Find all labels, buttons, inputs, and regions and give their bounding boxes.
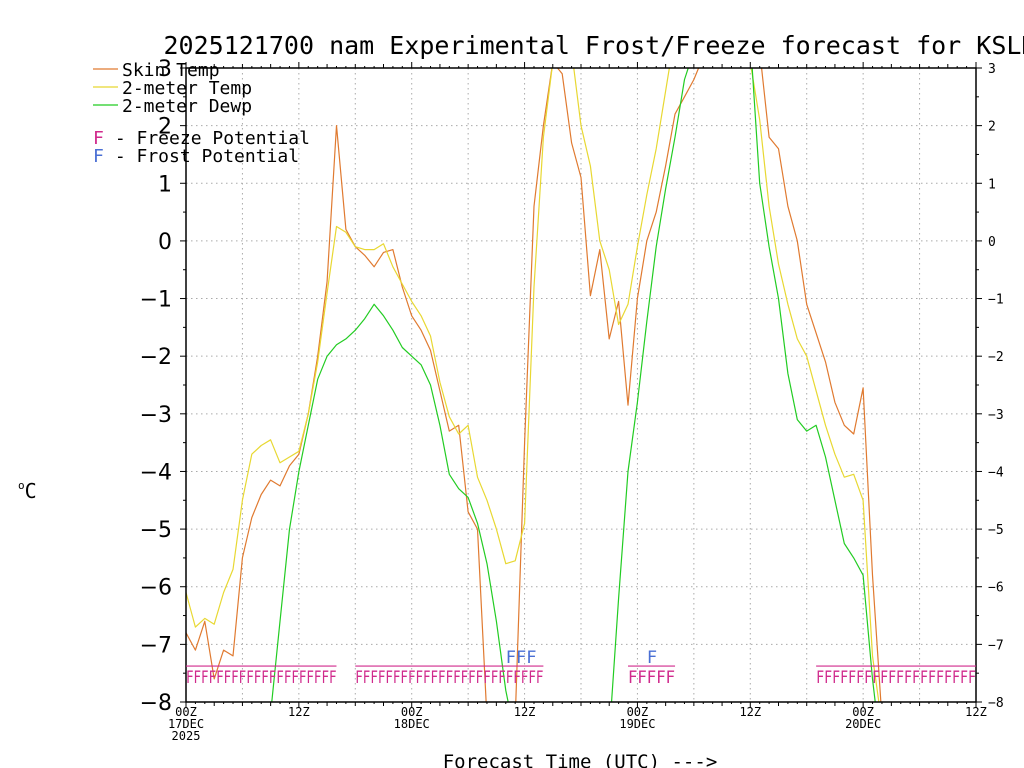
x-tick-label: 12Z [965, 705, 987, 719]
y-tick-label-right: 3 [988, 62, 996, 77]
x-tick-label: 00Z [852, 705, 874, 719]
y-tick-label-left: −8 [140, 691, 172, 716]
y-tick-label-right: −5 [988, 523, 1004, 538]
legend-frost-letter: F [93, 146, 104, 167]
y-tick-label-left: −1 [140, 288, 172, 313]
y-tick-label-left: −3 [140, 403, 172, 428]
y-tick-label-right: −8 [988, 696, 1004, 711]
x-tick-label: 17DEC [168, 717, 204, 731]
x-tick-label: 12Z [514, 705, 536, 719]
y-axis-label-degree: o [18, 479, 25, 492]
y-axis-right: 3 2 1 0 −1 −2 −3 −4 −5 −6 −7 −8 [976, 62, 1004, 711]
x-tick-label: 19DEC [619, 717, 655, 731]
y-tick-label-left: −7 [140, 633, 172, 658]
y-tick-label-right: −3 [988, 408, 1004, 423]
frost-potential-marks: FFF F [506, 648, 657, 668]
x-tick-label: 00Z [401, 705, 423, 719]
x-tick-label: 20DEC [845, 717, 881, 731]
frost-potential-label: FFF [506, 648, 537, 668]
y-tick-label-left: −2 [140, 345, 172, 370]
freeze-potential-label: FFFFF [628, 668, 675, 688]
legend-freeze-label: - Freeze Potential [104, 128, 310, 149]
y-tick-label-right: 2 [988, 120, 996, 135]
freeze-potential-label: FFFFFFFFFFFFFFFFFFFFFFFFF [355, 668, 543, 688]
y-tick-label-left: 0 [158, 230, 172, 255]
y-axis-label-unit: C [25, 479, 37, 503]
y-axis-left: 3 2 1 0 −1 −2 −3 −4 −5 −6 −7 −8 [140, 57, 186, 716]
y-tick-label-left: −4 [140, 460, 172, 485]
legend-label-skin-temp: Skin Temp [122, 60, 220, 81]
y-tick-label-right: 0 [988, 235, 996, 250]
legend-frost-label: - Frost Potential [104, 146, 299, 167]
y-tick-label-right: −1 [988, 293, 1004, 308]
series-line-2-meter-dewp [271, 68, 876, 702]
x-tick-label: 2025 [172, 729, 201, 743]
y-tick-label-left: −6 [140, 576, 172, 601]
legend-freeze-letter: F [93, 128, 104, 149]
y-tick-label-right: 1 [988, 177, 996, 192]
legend: Skin Temp 2-meter Temp 2-meter Dewp F - … [93, 60, 310, 167]
y-tick-label-right: −2 [988, 350, 1004, 365]
y-tick-label-right: −4 [988, 465, 1004, 480]
grid-lines [186, 68, 976, 702]
x-tick-label: 12Z [288, 705, 310, 719]
series-line-2-meter-temp [186, 68, 880, 702]
x-tick-label: 18DEC [394, 717, 430, 731]
legend-label-2m-dewp: 2-meter Dewp [122, 96, 252, 117]
y-tick-label-right: −7 [988, 638, 1004, 653]
freeze-potential-label: FFFFFFFFFFFFFFFFFFFF [816, 668, 976, 688]
y-tick-label-left: 1 [158, 172, 172, 197]
x-tick-label: 12Z [739, 705, 761, 719]
x-tick-label: 00Z [627, 705, 649, 719]
frost-potential-label: F [647, 648, 657, 668]
y-tick-label-left: 2 [158, 115, 172, 140]
x-tick-label: 00Z [175, 705, 197, 719]
legend-label-2m-temp: 2-meter Temp [122, 78, 252, 99]
y-tick-label-left: 3 [158, 57, 172, 82]
x-axis-label: Forecast Time (UTC) ---> [443, 751, 718, 768]
chart-title: 2025121700 nam Experimental Frost/Freeze… [164, 31, 1024, 60]
freeze-potential-marks: FFFFFFFFFFFFFFFFFFFF FFFFFFFFFFFFFFFFFFFF… [186, 665, 976, 688]
y-tick-label-left: −5 [140, 518, 172, 543]
y-axis-label: oC [18, 479, 37, 503]
series-layer [186, 68, 882, 702]
freeze-potential-label: FFFFFFFFFFFFFFFFFFFF [186, 668, 337, 688]
y-tick-label-right: −6 [988, 581, 1004, 596]
